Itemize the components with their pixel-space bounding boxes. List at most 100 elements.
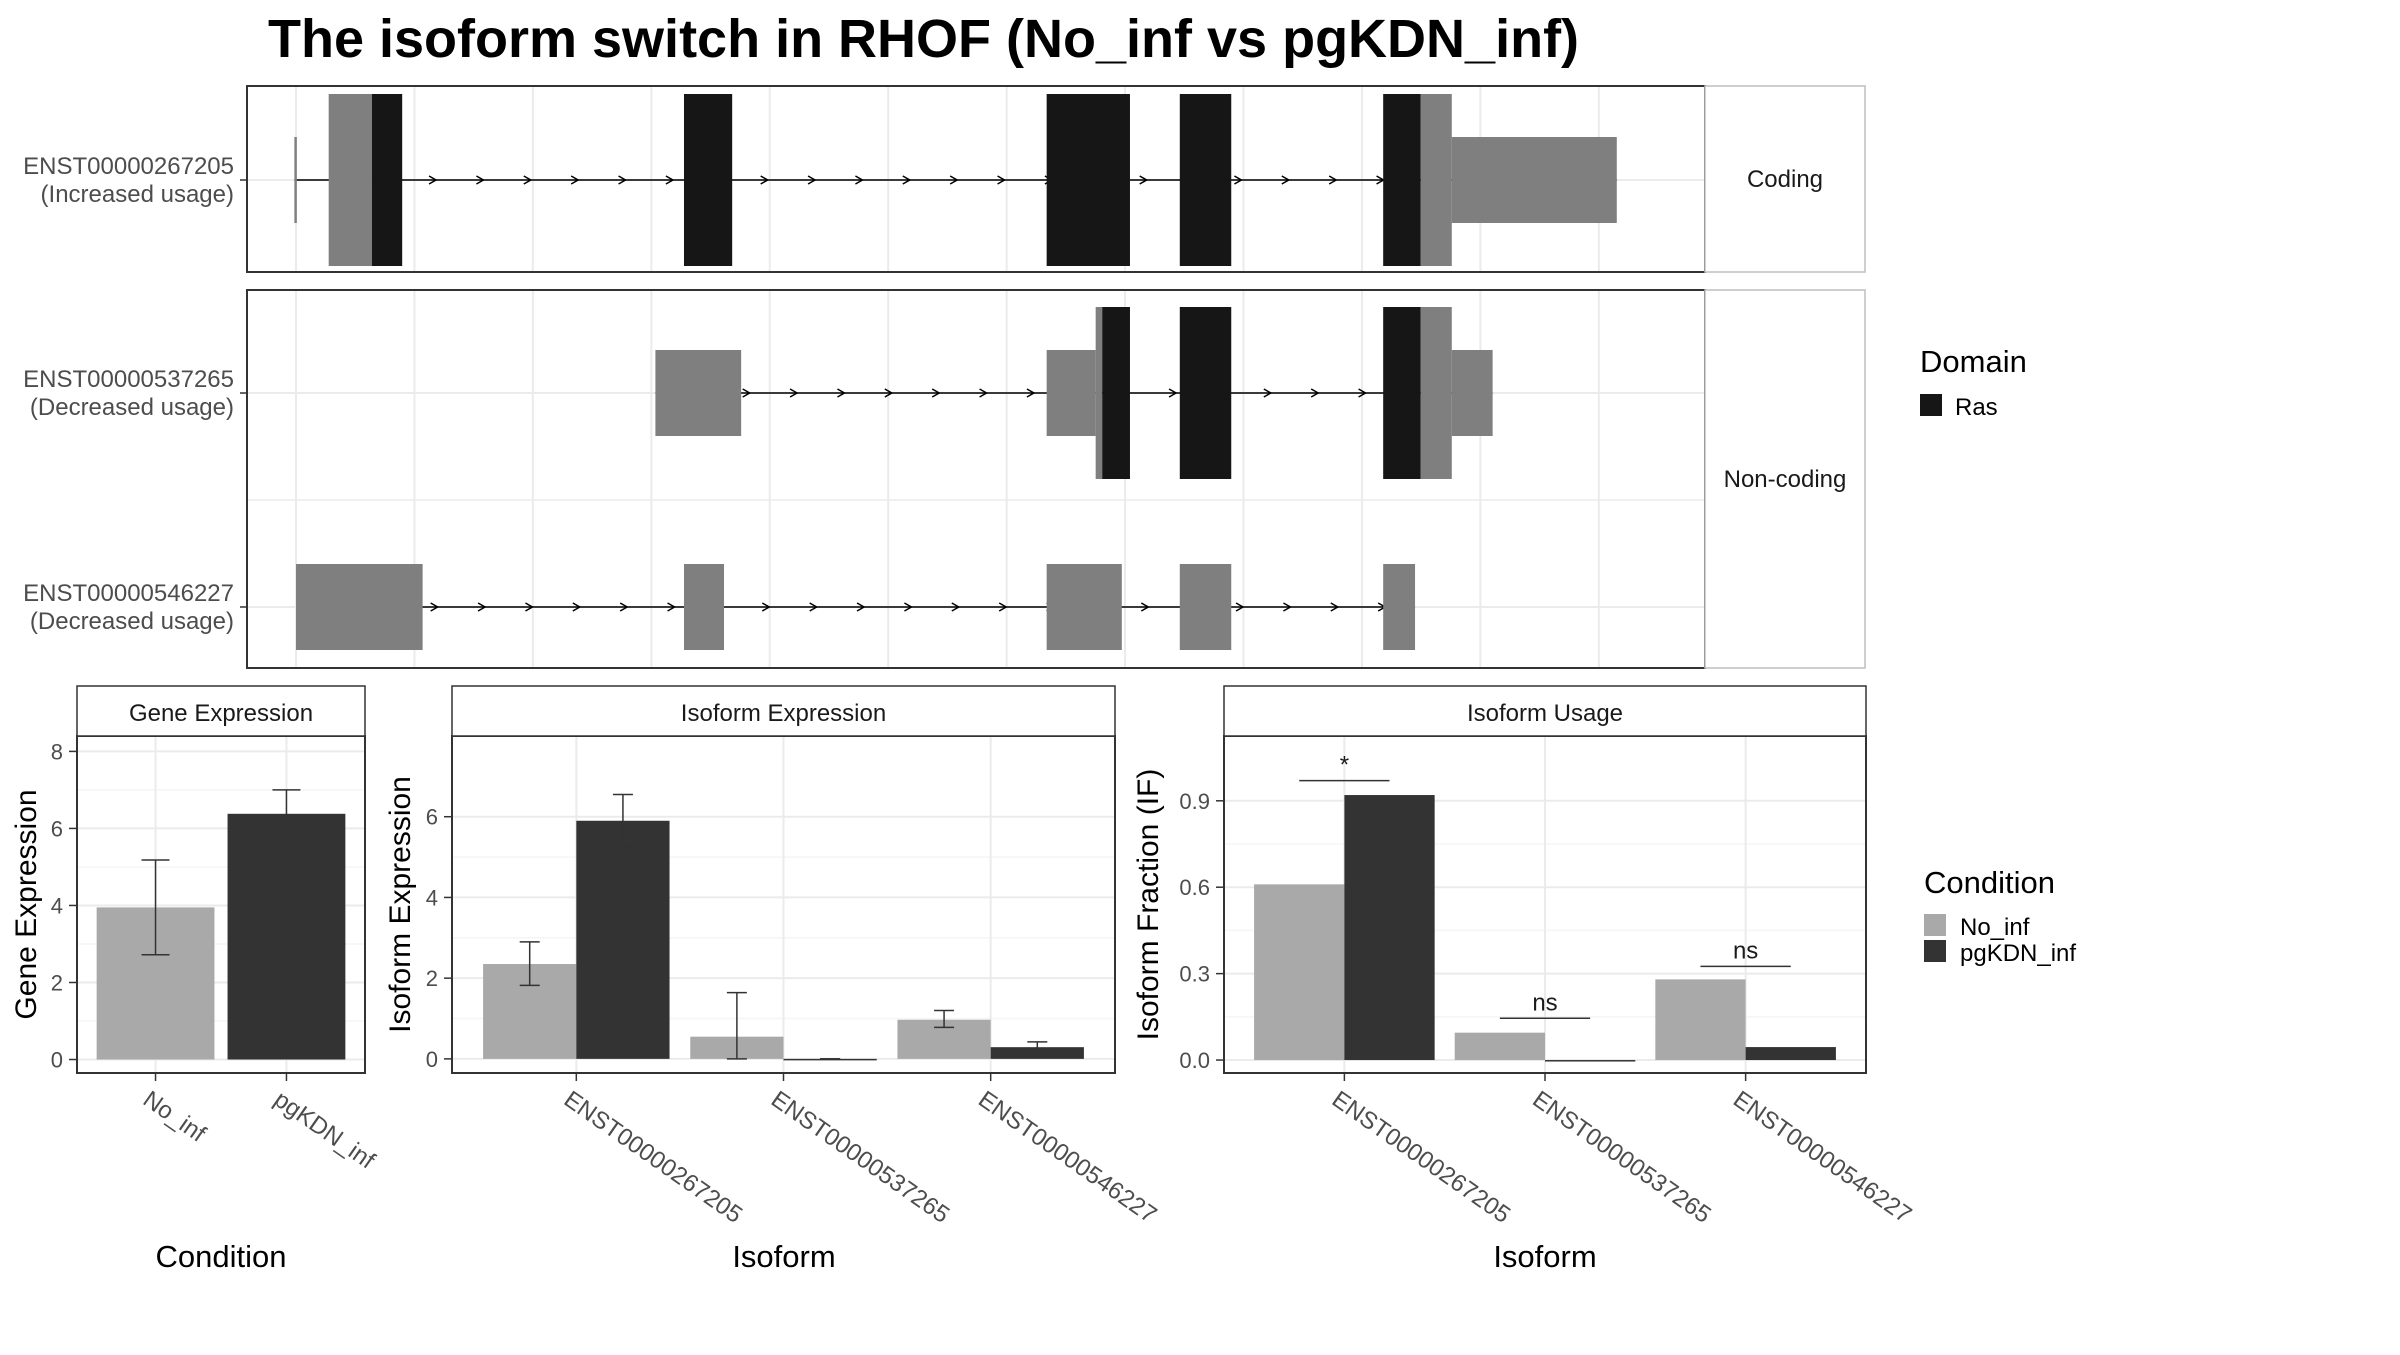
facet-strip xyxy=(76,685,366,737)
y-tick-label: 6 xyxy=(426,805,438,830)
exon-cds xyxy=(1420,307,1452,479)
y-axis-title: Isoform Expression xyxy=(384,776,417,1033)
bar-pgKDN_inf-ENST00000267205 xyxy=(1344,795,1435,1061)
chart-2: * ns ns Isoform Usage 0.0 0.3 0.6 0.9 ENST000002… xyxy=(1132,685,1916,1274)
intron-arrow xyxy=(760,175,770,185)
intron-arrow xyxy=(1281,175,1291,185)
structure-panel-0: ENST00000267205(Increased usage) Coding xyxy=(23,85,1866,273)
exon-domain xyxy=(683,94,733,266)
x-tick-label: ENST00000267205 xyxy=(1327,1086,1515,1229)
domain-legend-title: Domain xyxy=(1920,344,2027,379)
structure-strip xyxy=(1704,85,1866,273)
structure-panel-background xyxy=(247,290,1705,668)
exon-utr xyxy=(1179,564,1232,650)
intron-arrow xyxy=(1330,602,1340,612)
transcript-id-label: ENST00000267205 xyxy=(23,153,234,180)
intron-arrow xyxy=(1310,388,1320,398)
condition-legend-swatch-pgkdn-inf xyxy=(1924,940,1946,962)
exon-utr xyxy=(294,137,297,223)
y-axis-title: Gene Expression xyxy=(10,789,43,1019)
intron-arrow xyxy=(572,602,582,612)
exon-utr xyxy=(1046,350,1096,436)
intron-arrow xyxy=(525,602,534,612)
x-tick-label: pgKDN_inf xyxy=(269,1086,380,1175)
condition-legend-title: Condition xyxy=(1924,865,2055,900)
significance-label: * xyxy=(1340,752,1349,779)
bar-pgKDN_inf-ENST00000546227 xyxy=(990,1047,1084,1059)
exon-domain xyxy=(1179,94,1232,266)
y-tick-label: 4 xyxy=(426,885,438,910)
transcript-structure-plot: ENST00000267205(Increased usage)CodingEN… xyxy=(23,85,1866,669)
bar-pgKDN_inf-ENST00000537265 xyxy=(1545,1060,1636,1062)
intron-arrow xyxy=(1328,175,1338,185)
exon-domain xyxy=(1383,307,1421,479)
intron-arrow xyxy=(742,388,752,398)
structure-strip-label: Non-coding xyxy=(1724,466,1847,493)
transcript-id-label: ENST00000546227 xyxy=(23,580,234,607)
y-tick-label: 0.6 xyxy=(1179,875,1210,900)
intron-arrow xyxy=(1168,388,1178,398)
exon-utr xyxy=(296,564,423,650)
bar-charts: Gene Expression 0 2 4 6 8 No_inf pgKDN_inf Gene … xyxy=(10,685,1916,1274)
intron-arrow xyxy=(619,602,629,612)
intron-arrow xyxy=(979,388,989,398)
y-tick-label: 2 xyxy=(51,970,63,995)
intron-arrow xyxy=(998,602,1008,612)
exon-utr xyxy=(655,350,742,436)
bar-No_inf-ENST00000546227 xyxy=(1655,979,1746,1061)
exon-cds xyxy=(1095,307,1103,479)
chart-0: Gene Expression 0 2 4 6 8 No_inf pgKDN_inf Gene … xyxy=(10,685,380,1274)
intron-arrow xyxy=(667,602,677,612)
bar-No_inf-ENST00000267205 xyxy=(1254,884,1345,1061)
exon-utr xyxy=(1383,564,1416,650)
y-tick-label: 6 xyxy=(51,816,63,841)
x-tick-label: ENST00000546227 xyxy=(1728,1086,1916,1229)
condition-legend-entry-no-inf: No_inf xyxy=(1960,914,2030,941)
exon-domain xyxy=(1046,94,1130,266)
intron-arrow xyxy=(428,175,438,185)
significance-label: ns xyxy=(1733,937,1758,964)
x-tick-label: No_inf xyxy=(138,1086,211,1148)
exon-cds xyxy=(1420,94,1452,266)
intron-arrow xyxy=(761,602,771,612)
transcript-ENST00000267205: ENST00000267205(Increased usage) xyxy=(23,94,1617,266)
transcript-ENST00000537265: ENST00000537265(Decreased usage) xyxy=(23,307,1493,479)
intron-arrow xyxy=(477,602,487,612)
intron-arrow xyxy=(476,175,485,185)
exon-domain xyxy=(371,94,403,266)
bar-pgKDN_inf xyxy=(227,813,346,1060)
exon-cds xyxy=(328,94,372,266)
intron-arrow xyxy=(430,602,440,612)
y-tick-label: 2 xyxy=(426,966,438,991)
intron-arrow xyxy=(1234,175,1243,185)
x-tick-label: ENST00000537265 xyxy=(766,1086,954,1229)
intron-arrow xyxy=(1235,602,1245,612)
structure-strip xyxy=(1704,289,1866,669)
x-tick-label: ENST00000546227 xyxy=(973,1086,1161,1229)
intron-arrow xyxy=(931,388,941,398)
facet-strip-label: Gene Expression xyxy=(129,700,313,727)
figure-title: The isoform switch in RHOF (No_inf vs pg… xyxy=(268,9,1579,69)
intron-arrow xyxy=(789,388,799,398)
intron-arrow xyxy=(1140,602,1150,612)
y-tick-label: 8 xyxy=(51,739,63,764)
intron-arrow xyxy=(807,175,817,185)
intron-arrow xyxy=(855,175,864,185)
intron-arrow xyxy=(951,602,961,612)
facet-strip xyxy=(1223,685,1867,737)
y-tick-label: 0.0 xyxy=(1179,1048,1210,1073)
intron-arrow xyxy=(809,602,819,612)
transcript-usage-label: (Decreased usage) xyxy=(30,394,234,421)
y-tick-label: 4 xyxy=(51,893,63,918)
exon-utr xyxy=(1046,564,1122,650)
y-tick-label: 0.3 xyxy=(1179,962,1210,987)
intron-arrow xyxy=(884,388,894,398)
structure-strip-label: Coding xyxy=(1747,166,1823,193)
x-axis-title: Condition xyxy=(156,1239,287,1274)
transcript-usage-label: (Decreased usage) xyxy=(30,608,234,635)
domain-legend-swatch xyxy=(1920,394,1942,416)
intron-arrow xyxy=(665,175,675,185)
domain-legend-entry: Ras xyxy=(1955,394,1998,421)
